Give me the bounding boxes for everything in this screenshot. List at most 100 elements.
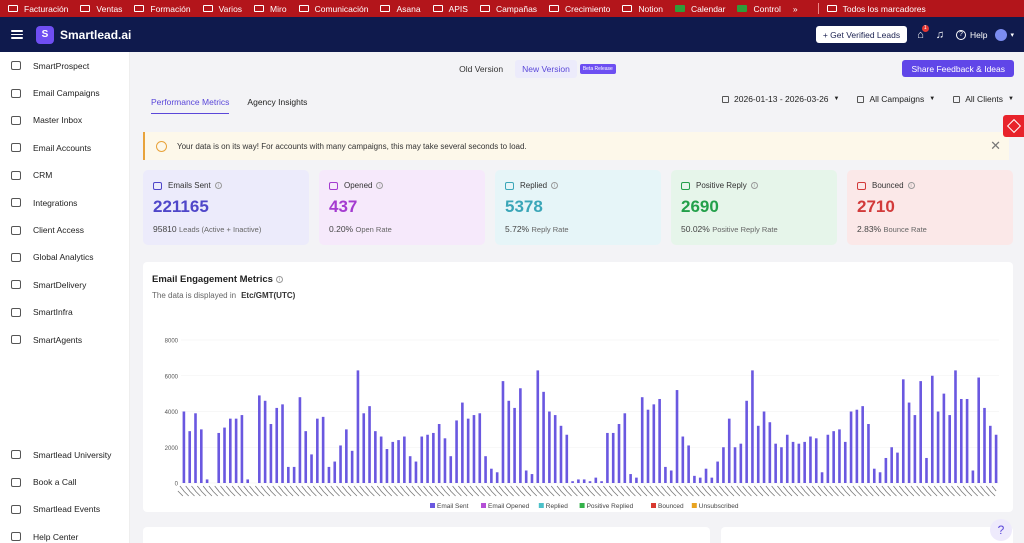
chart-bar[interactable] [356,370,360,483]
chart-bar[interactable] [350,450,354,483]
bookmark-item[interactable]: Formación [134,4,191,14]
all-bookmarks[interactable]: Todos los marcadores [826,4,926,14]
chart-bar[interactable] [756,425,760,483]
chart-bar[interactable] [339,445,342,483]
chart-bar[interactable] [275,407,279,483]
bookmarks-overflow-button[interactable]: » [792,3,798,14]
info-icon[interactable]: i [275,275,283,283]
chart-bar[interactable] [785,434,789,483]
bookmark-item[interactable]: Ventas [80,4,122,14]
chart-bar[interactable] [913,415,917,483]
chart-bar[interactable] [820,472,824,483]
chart-bar[interactable] [930,375,934,483]
chart-bar[interactable] [814,438,818,483]
chart-bar[interactable] [588,481,592,483]
chart-bar[interactable] [310,454,313,483]
chart-bar[interactable] [246,479,250,483]
chart-bar[interactable] [710,477,714,483]
chart-bar[interactable] [484,456,487,483]
info-icon[interactable]: i [907,182,915,189]
chart-bar[interactable] [530,474,534,483]
sidebar-item[interactable]: SmartProspect [0,52,129,79]
info-icon[interactable]: i [551,182,559,189]
chart-bar[interactable] [901,379,905,483]
chart-bar[interactable] [194,413,197,483]
chart-bar[interactable] [867,424,870,483]
chart-bar[interactable] [304,431,308,483]
chart-bar[interactable] [971,470,975,483]
get-verified-leads-button[interactable]: + Get Verified Leads [815,26,908,43]
chart-bar[interactable] [234,418,238,483]
chart-bar[interactable] [548,411,551,484]
chart-bar[interactable] [229,418,232,483]
chart-bar[interactable] [263,400,267,483]
legend-entry[interactable]: Bounced [658,503,684,510]
chart-bar[interactable] [408,456,412,483]
chart-bar[interactable] [872,468,876,483]
chart-bar[interactable] [594,477,598,483]
chart-bar[interactable] [449,456,453,483]
bookmark-item[interactable]: Control [737,4,781,14]
chart-bar[interactable] [919,381,922,483]
chart-bar[interactable] [762,411,766,484]
bookmark-item[interactable]: Comunicación [298,4,368,14]
chart-bar[interactable] [727,418,731,483]
chart-bar[interactable] [942,393,946,483]
chart-bar[interactable] [455,420,458,483]
chart-bar[interactable] [994,434,998,483]
chart-bar[interactable] [478,413,482,483]
chart-bar[interactable] [472,415,476,483]
info-icon[interactable]: i [750,182,758,189]
chart-bar[interactable] [559,425,563,483]
chart-bar[interactable] [768,422,772,483]
gift-icon[interactable]: ⌂ 1 [917,24,929,41]
bookmark-item[interactable]: Notion [622,4,663,14]
chart-bar[interactable] [896,452,899,483]
chart-bar[interactable] [675,390,679,483]
help-button[interactable]: ? Help [956,29,987,40]
chart-bar[interactable] [501,381,505,483]
chart-bar[interactable] [826,434,830,483]
chart-bar[interactable] [345,429,348,483]
sidebar-item[interactable]: CRM [0,162,129,189]
sidebar-item[interactable]: Smartlead University [0,441,130,468]
chart-bar[interactable] [907,402,911,483]
chart-bar[interactable] [362,413,366,483]
chart-bar[interactable] [223,427,226,483]
new-version-toggle[interactable]: New Version [515,60,577,78]
chart-bar[interactable] [722,447,725,483]
chart-bar[interactable] [774,443,777,483]
chart-bar[interactable] [884,457,888,483]
legend-entry[interactable]: Unsubscribed [699,503,739,510]
chart-bar[interactable] [403,436,406,483]
chart-bar[interactable] [258,395,261,483]
chart-bar[interactable] [577,479,580,483]
chart-bar[interactable] [553,415,557,483]
chart-bar[interactable] [838,429,841,483]
chart-bar[interactable] [959,398,963,483]
info-icon[interactable]: i [214,182,222,189]
chart-bar[interactable] [368,406,371,483]
chart-bar[interactable] [432,432,435,483]
chart-bar[interactable] [849,411,853,484]
chart-bar[interactable] [693,475,696,483]
avatar[interactable] [995,28,1008,41]
chart-bar[interactable] [733,447,737,483]
bookmark-item[interactable]: Calendar [674,4,725,14]
bookmark-item[interactable]: APIS [432,4,468,14]
chart-bar[interactable] [287,466,290,483]
chart-bar[interactable] [199,429,203,483]
legend-entry[interactable]: Replied [546,503,568,510]
bookmark-item[interactable]: Crecimiento [549,4,610,14]
help-chat-button[interactable]: ? [990,519,1012,541]
chart-bar[interactable] [461,402,464,483]
sidebar-item[interactable]: SmartDelivery [0,271,129,298]
chart-bar[interactable] [316,418,319,483]
date-range-picker[interactable]: 2026-01-13 - 2026-03-26 ▼ [722,94,839,104]
chart-bar[interactable] [623,413,627,483]
chart-bar[interactable] [519,388,522,483]
chart-bar[interactable] [542,391,545,483]
chart-bar[interactable] [797,443,801,483]
extension-side-tab[interactable] [1003,115,1024,137]
chart-bar[interactable] [298,397,302,483]
